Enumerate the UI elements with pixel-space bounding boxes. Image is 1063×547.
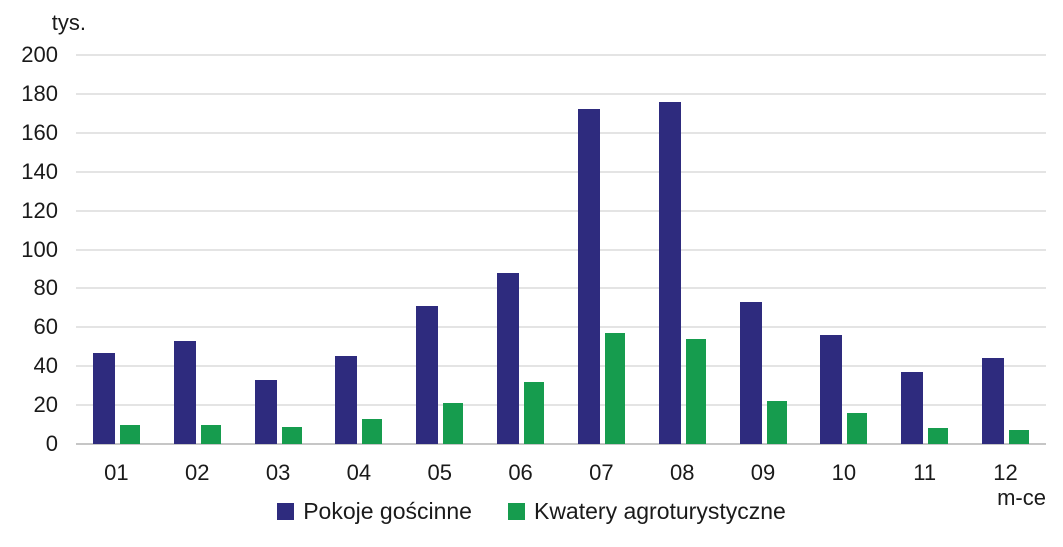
- bar-series1-07: [577, 109, 600, 444]
- bar-series2-09: [766, 401, 787, 444]
- bar-group-09: [723, 55, 804, 444]
- bar-series1-09: [739, 302, 762, 444]
- bar-series1-11: [901, 372, 924, 444]
- legend-label: Pokoje gościnne: [303, 498, 472, 524]
- y-tick-label: 100: [21, 236, 58, 262]
- bar-group-03: [238, 55, 319, 444]
- plot-area: [76, 54, 1046, 445]
- bar-series1-10: [820, 335, 843, 444]
- gridline: [76, 326, 1046, 329]
- bar-series2-05: [443, 403, 464, 444]
- bar-series1-04: [335, 356, 358, 444]
- bar-series1-05: [416, 305, 439, 444]
- x-tick-label: 09: [750, 460, 776, 485]
- gridline: [76, 404, 1046, 407]
- y-tick-label: 140: [21, 158, 58, 184]
- bar-groups: [76, 55, 1046, 444]
- bar-group-12: [965, 55, 1046, 444]
- gridline: [76, 209, 1046, 212]
- bar-group-06: [480, 55, 561, 444]
- bar-group-05: [399, 55, 480, 444]
- x-axis-tick-labels: 01 02 03 04 05 06 07 08 09 10 11 12: [76, 460, 1046, 485]
- y-axis-tick-labels: 0 20 40 60 80 100 120 140 160 180 200: [0, 44, 58, 455]
- bar-series2-10: [847, 412, 868, 444]
- y-tick-label: 120: [21, 197, 58, 223]
- gridline: [76, 131, 1046, 134]
- y-tick-label: 200: [21, 42, 58, 67]
- bar-group-10: [803, 55, 884, 444]
- legend-swatch-icon: [277, 503, 295, 520]
- y-tick-label: 180: [21, 80, 58, 106]
- x-tick-label: 07: [589, 460, 614, 485]
- x-tick-label: 05: [427, 460, 452, 485]
- bar-group-08: [642, 55, 723, 444]
- x-tick-label: 04: [346, 460, 372, 485]
- bar-series1-12: [982, 358, 1005, 444]
- legend-swatch-icon: [507, 503, 525, 520]
- gridline: [76, 248, 1046, 251]
- gridline: [76, 287, 1046, 290]
- bar-series2-12: [1009, 430, 1030, 444]
- bar-series2-11: [928, 428, 949, 444]
- x-tick-label: 11: [913, 460, 937, 485]
- bar-group-11: [884, 55, 965, 444]
- bar-series1-03: [254, 379, 277, 444]
- y-tick-label: 160: [21, 119, 58, 145]
- x-axis-line: [76, 443, 1046, 445]
- bar-group-07: [561, 55, 642, 444]
- x-tick-label: 08: [669, 460, 695, 485]
- legend-item-1: Pokoje gościnne: [277, 498, 472, 525]
- x-tick-label: 12: [993, 460, 1018, 485]
- bar-group-02: [157, 55, 238, 444]
- gridline: [76, 365, 1046, 368]
- bar-series1-02: [173, 340, 196, 444]
- x-tick-label: 10: [831, 460, 857, 485]
- bar-group-01: [76, 55, 157, 444]
- bar-series2-07: [604, 333, 625, 444]
- bar-series2-03: [281, 426, 302, 444]
- y-tick-label: 20: [33, 392, 58, 418]
- x-tick-label: 02: [185, 460, 210, 485]
- bar-series2-02: [200, 424, 221, 444]
- y-tick-label: 40: [33, 353, 58, 379]
- bar-series1-08: [658, 101, 681, 444]
- bar-series2-06: [524, 381, 545, 444]
- bar-series1-01: [92, 352, 115, 444]
- y-tick-label: 0: [45, 431, 58, 456]
- bar-series2-04: [362, 418, 383, 444]
- legend-item-2: Kwatery agroturystyczne: [507, 498, 786, 525]
- x-tick-label: 03: [265, 460, 291, 485]
- x-tick-label: 01: [104, 460, 129, 485]
- gridline: [76, 170, 1046, 173]
- legend-label: Kwatery agroturystyczne: [533, 498, 786, 524]
- bar-series2-01: [119, 424, 140, 444]
- y-axis-unit-label: tys.: [51, 10, 86, 35]
- y-tick-label: 80: [33, 275, 58, 301]
- x-tick-label: 06: [508, 460, 533, 485]
- bar-group-04: [318, 55, 399, 444]
- x-axis-unit-label: m-ce: [997, 485, 1046, 510]
- bar-series2-08: [685, 338, 706, 444]
- legend: Pokoje gościnne Kwatery agroturystyczne: [0, 498, 1063, 525]
- y-tick-label: 60: [33, 314, 58, 340]
- gridline: [76, 54, 1046, 56]
- gridline: [76, 92, 1046, 95]
- bar-series1-06: [497, 272, 520, 444]
